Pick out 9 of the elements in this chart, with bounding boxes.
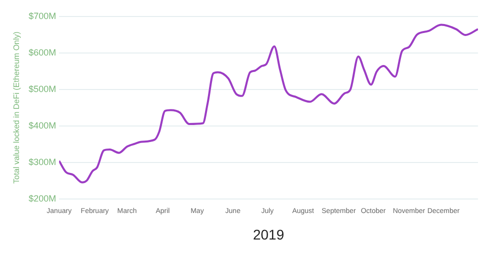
y-tick-label: $600M bbox=[28, 47, 56, 58]
x-axis-title: 2019 bbox=[252, 226, 284, 242]
y-tick-label: $200M bbox=[28, 193, 56, 204]
y-tick-label: $400M bbox=[28, 120, 56, 130]
y-tick-label: $500M bbox=[28, 84, 56, 94]
y-axis-title: Total value locked in DeFi (Ethereum Only) bbox=[12, 31, 22, 184]
y-tick-label: $300M bbox=[28, 156, 56, 167]
line-series bbox=[59, 24, 478, 184]
y-tick-label: $700M bbox=[28, 10, 56, 21]
